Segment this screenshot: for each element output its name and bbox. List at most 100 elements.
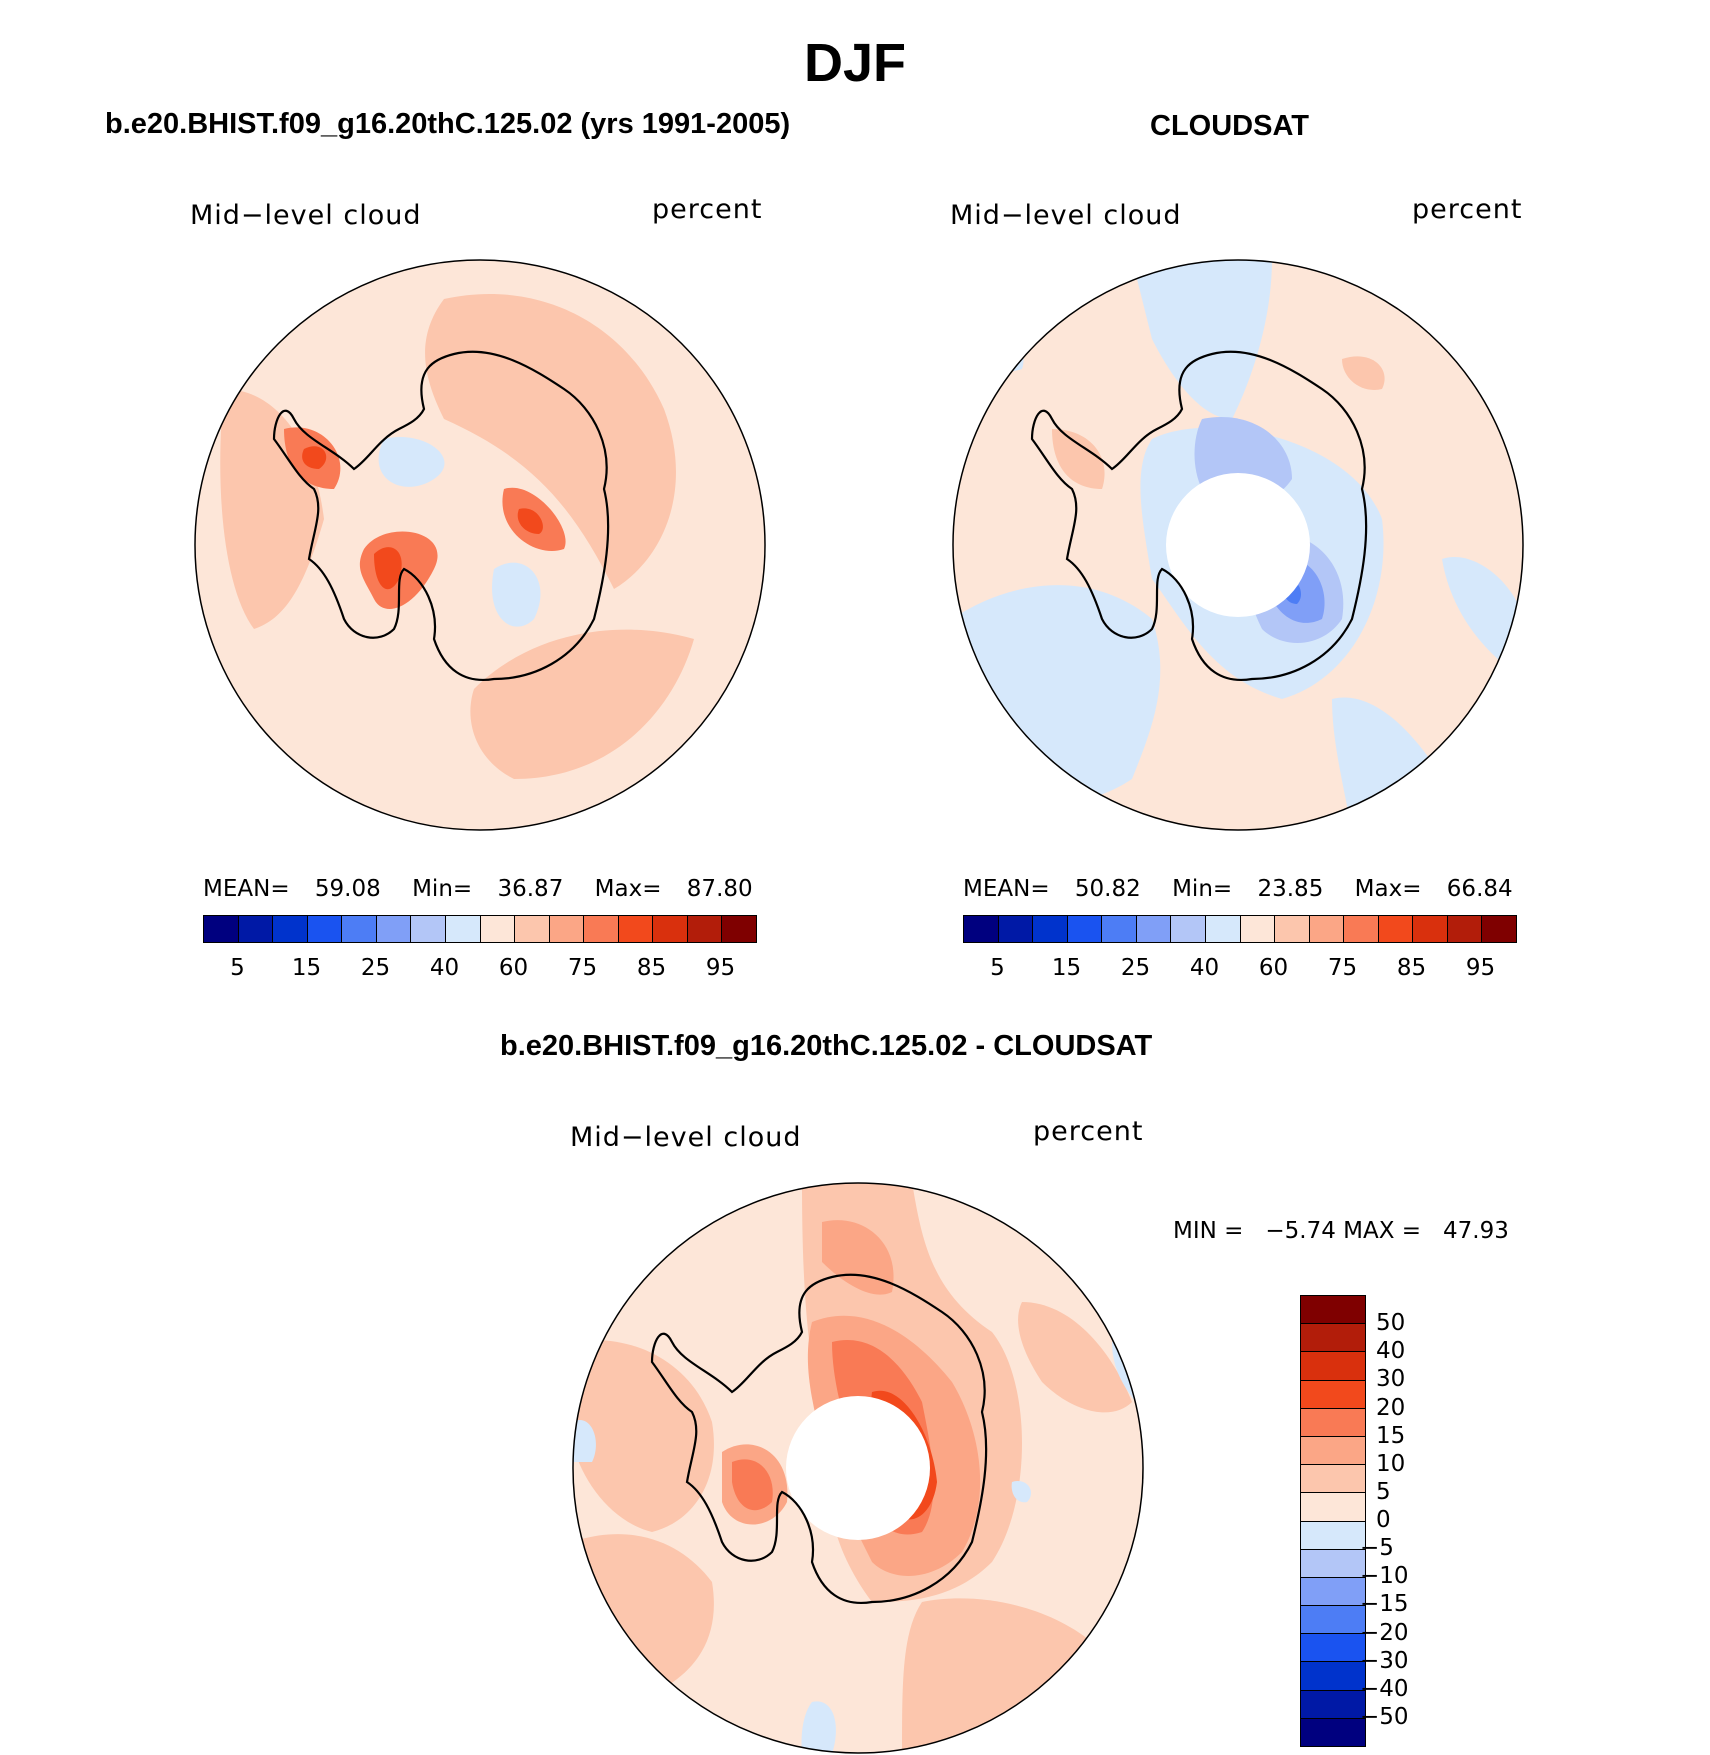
panel-obs-mean-value: 50.82 [1074, 876, 1141, 902]
panel-model-max-value: 87.80 [686, 876, 753, 902]
panel-diff-colorbar-box [1301, 1606, 1365, 1635]
panel-diff-colorbar-tick-label: −50 [1360, 1703, 1409, 1730]
panel-obs-colorbar-box [1205, 916, 1241, 942]
panel-obs-colorbar-tick-label: 15 [1051, 955, 1082, 981]
panel-model-min-value: 36.87 [497, 876, 564, 902]
panel-model-stats: MEAN= 59.08 Min= 36.87 Max= 87.80 [203, 876, 753, 902]
panel-model-colorbar-box [687, 916, 723, 942]
panel-obs-colorbar-box [1344, 916, 1379, 942]
panel-model-colorbar-box [273, 916, 308, 942]
panel-obs-min-value: 23.85 [1257, 876, 1324, 902]
panel-diff-colorbar-box [1301, 1436, 1365, 1466]
panel-diff-units-label: percent [1033, 1116, 1144, 1147]
panel-diff-colorbar-tick-label: 5 [1376, 1478, 1391, 1505]
panel-diff-minmax: MIN = −5.74 MAX = 47.93 [1173, 1218, 1509, 1244]
panel-diff-colorbar-box [1301, 1577, 1365, 1607]
panel-model-colorbar-box [376, 916, 412, 942]
panel-diff-colorbar-box [1301, 1324, 1365, 1353]
panel-diff-colorbar-box [1301, 1690, 1365, 1719]
panel-model-min-label: Min= [412, 876, 473, 902]
panel-diff-colorbar-tick-label: −15 [1360, 1591, 1409, 1618]
panel-diff-colorbar-tick-label: 40 [1376, 1338, 1406, 1365]
panel-diff-colorbar-box [1301, 1634, 1365, 1663]
panel-obs-colorbar-box [1240, 916, 1276, 942]
panel-obs-colorbar-tick-label: 85 [1396, 955, 1427, 981]
panel-obs-max-label: Max= [1354, 876, 1422, 902]
panel-model-colorbar-tick-label: 40 [429, 955, 460, 981]
panel-obs-stats: MEAN= 50.82 Min= 23.85 Max= 66.84 [963, 876, 1513, 902]
panel-obs-mean-label: MEAN= [963, 876, 1050, 902]
panel-model-colorbar-box [342, 916, 377, 942]
panel-diff-polar-map [572, 1182, 1144, 1754]
panel-model-colorbar-tick-label: 60 [498, 955, 529, 981]
panel-diff-colorbar-tick-label: 30 [1376, 1366, 1406, 1393]
panel-diff-title: b.e20.BHIST.f09_g16.20thC.125.02 - CLOUD… [500, 1030, 1153, 1062]
panel-diff-colorbar-tick-label: −40 [1360, 1675, 1409, 1702]
panel-obs-polar-map [952, 259, 1524, 831]
panel-diff-colorbar-tick-label: −30 [1360, 1647, 1409, 1674]
panel-diff-colorbar-box [1301, 1718, 1365, 1746]
panel-obs-colorbar-tick-label: 75 [1327, 955, 1358, 981]
panel-obs-colorbar-tick-label: 60 [1258, 955, 1289, 981]
panel-diff-colorbar-box [1301, 1493, 1365, 1522]
panel-model-colorbar-box [307, 916, 343, 942]
panel-diff-colorbar-box [1301, 1662, 1365, 1691]
panel-diff-colorbar-tick-label: 10 [1376, 1450, 1406, 1477]
panel-obs-colorbar-box [1413, 916, 1448, 942]
panel-model-colorbar-box [480, 916, 516, 942]
panel-model-colorbar-tick-label: 85 [636, 955, 667, 981]
panel-diff-colorbar-box [1301, 1296, 1365, 1325]
panel-model-mean-value: 59.08 [314, 876, 381, 902]
panel-diff-colorbar-box [1301, 1408, 1365, 1437]
panel-obs-colorbar-tick-label: 25 [1120, 955, 1151, 981]
panel-obs-colorbar-box [998, 916, 1034, 942]
panel-model-colorbar-tick-label: 75 [567, 955, 598, 981]
panel-model-colorbar [203, 915, 757, 943]
panel-diff-colorbar [1300, 1295, 1366, 1747]
panel-diff-colorbar-tick-label: 15 [1376, 1422, 1406, 1449]
panel-model-colorbar-tick-label: 95 [705, 955, 736, 981]
panel-diff-colorbar-tick-label: −20 [1360, 1619, 1409, 1646]
panel-model-units-label: percent [652, 194, 763, 225]
panel-diff-colorbar-tick-label: 20 [1376, 1394, 1406, 1421]
panel-obs-title: CLOUDSAT [1150, 110, 1309, 142]
panel-obs-max-value: 66.84 [1446, 876, 1513, 902]
panel-diff-colorbar-tick-label: −10 [1360, 1563, 1409, 1590]
panel-diff-colorbar-box [1301, 1380, 1365, 1409]
panel-model-colorbar-box [411, 916, 446, 942]
panel-obs-colorbar-box [1275, 916, 1310, 942]
figure-title: DJF [803, 33, 906, 93]
panel-diff-colorbar-box [1301, 1549, 1365, 1578]
panel-obs-min-label: Min= [1172, 876, 1233, 902]
panel-diff-colorbar-box [1301, 1465, 1365, 1494]
panel-obs-colorbar-box [1102, 916, 1137, 942]
panel-model-colorbar-box [549, 916, 585, 942]
panel-obs-colorbar-box [964, 916, 999, 942]
panel-diff-colorbar-box [1301, 1352, 1365, 1381]
panel-model-colorbar-box [515, 916, 550, 942]
panel-diff-colorbar-tick-label: −5 [1360, 1535, 1394, 1562]
panel-model-polar-map [194, 259, 766, 831]
panel-model-variable-label: Mid−level cloud [190, 200, 422, 231]
panel-model-colorbar-tick-label: 15 [291, 955, 322, 981]
panel-model-colorbar-box [722, 916, 756, 942]
panel-model-colorbar-box [653, 916, 688, 942]
panel-diff-variable-label: Mid−level cloud [570, 1122, 802, 1153]
panel-diff-colorbar-labels: 50 40 30 20 15 10 5 0 −5 −10 −15 −20 −30 −40 −50 [1360, 1295, 1452, 1745]
panel-diff-colorbar-tick-label: 0 [1376, 1507, 1391, 1533]
panel-obs-colorbar-tick-label: 40 [1189, 955, 1220, 981]
panel-diff-colorbar-box [1301, 1521, 1365, 1550]
panel-model-colorbar-box [204, 916, 239, 942]
panel-model-colorbar-box [238, 916, 274, 942]
panel-model-colorbar-tick-label: 5 [230, 955, 245, 981]
panel-model-colorbar-box [584, 916, 619, 942]
panel-model-colorbar-box [445, 916, 481, 942]
panel-obs-colorbar-box [1378, 916, 1414, 942]
panel-obs-colorbar-box [1033, 916, 1068, 942]
panel-diff-colorbar-tick-label: 50 [1376, 1310, 1406, 1337]
panel-obs-colorbar-box [1136, 916, 1172, 942]
panel-obs-colorbar-box [1067, 916, 1103, 942]
panel-obs-colorbar-tick-label: 5 [990, 955, 1005, 981]
panel-obs-colorbar-tick-label: 95 [1465, 955, 1496, 981]
panel-obs-colorbar [963, 915, 1517, 943]
